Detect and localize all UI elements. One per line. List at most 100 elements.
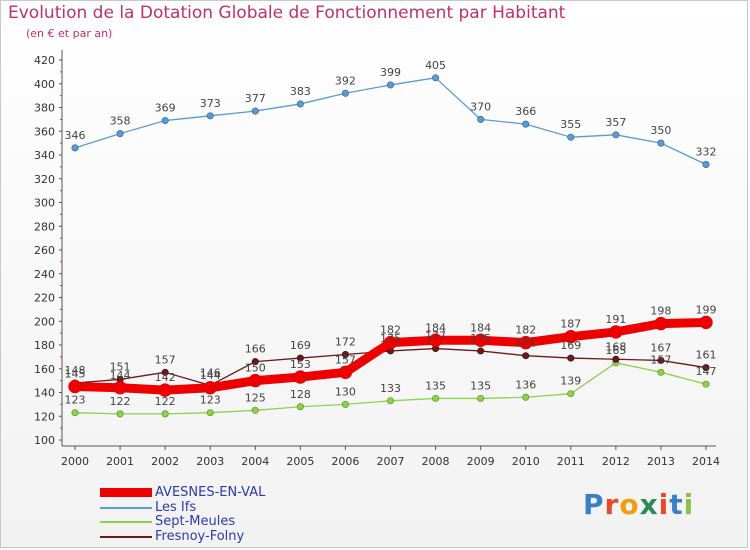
data-label: 157 — [335, 353, 356, 366]
legend-label-avesnes: AVESNES-EN-VAL — [155, 485, 266, 500]
data-point — [477, 115, 485, 123]
y-tick-label: 420 — [34, 54, 55, 67]
data-label: 198 — [650, 305, 671, 318]
data-point — [567, 354, 575, 362]
logo-letter: i — [683, 488, 695, 521]
data-label: 175 — [380, 332, 401, 345]
data-point — [341, 400, 349, 408]
data-label: 199 — [696, 303, 717, 316]
data-label: 392 — [335, 74, 356, 87]
data-label: 357 — [605, 116, 626, 129]
data-point — [116, 410, 124, 418]
data-point — [477, 394, 485, 402]
data-label: 123 — [200, 394, 221, 407]
data-point — [702, 364, 710, 372]
data-point — [341, 350, 349, 358]
logo-letter: x — [639, 488, 659, 521]
x-tick-label: 2009 — [467, 455, 495, 468]
data-point — [296, 403, 304, 411]
data-point — [612, 355, 620, 363]
data-label: 182 — [515, 324, 536, 337]
data-point — [609, 325, 623, 339]
x-tick-label: 2011 — [557, 455, 585, 468]
logo-letter: r — [604, 488, 620, 521]
y-tick-label: 260 — [34, 244, 55, 257]
data-label: 135 — [470, 379, 491, 392]
data-label: 399 — [380, 66, 401, 79]
data-label: 136 — [515, 378, 536, 391]
data-label: 350 — [650, 124, 671, 137]
data-point — [699, 315, 713, 330]
data-label: 366 — [515, 105, 536, 118]
legend-swatch-fresnoy-folny — [100, 535, 152, 538]
data-point — [612, 131, 620, 139]
data-point — [296, 100, 304, 108]
data-point — [68, 379, 82, 394]
data-label: 377 — [245, 92, 266, 105]
data-label: 167 — [650, 341, 671, 354]
data-label: 171 — [515, 337, 536, 350]
data-point — [654, 316, 668, 331]
data-point — [473, 333, 488, 347]
legend-swatch-avesnes — [100, 488, 152, 497]
data-point — [567, 390, 575, 398]
y-tick-label: 220 — [34, 292, 55, 305]
legend-label-les-ifs: Les Ifs — [155, 499, 197, 515]
data-label: 358 — [110, 115, 131, 128]
data-point — [428, 333, 443, 347]
y-tick-label: 140 — [34, 387, 55, 400]
data-label: 369 — [155, 102, 176, 115]
logo-letter: o — [619, 488, 640, 521]
data-point — [251, 358, 259, 366]
data-label: 144 — [200, 369, 221, 382]
data-label: 122 — [110, 395, 131, 408]
data-point — [432, 74, 440, 82]
data-label: 346 — [65, 129, 86, 142]
y-tick-label: 240 — [34, 268, 55, 281]
logo-letter: P — [583, 488, 605, 521]
data-label: 191 — [605, 313, 626, 326]
data-point — [206, 112, 214, 120]
data-label: 184 — [470, 321, 491, 334]
data-point — [161, 368, 169, 376]
legend-label-fresnoy-folny: Fresnoy-Folny — [155, 528, 245, 544]
data-point — [432, 394, 440, 402]
data-label: 142 — [155, 371, 176, 384]
x-tick-label: 2002 — [151, 455, 179, 468]
data-label: 383 — [290, 85, 311, 98]
data-label: 153 — [290, 358, 311, 371]
data-label: 168 — [605, 340, 626, 353]
x-tick-label: 2010 — [512, 455, 540, 468]
y-tick-label: 300 — [34, 197, 55, 210]
data-label: 128 — [290, 388, 311, 401]
x-tick-label: 2008 — [422, 455, 450, 468]
y-tick-label: 320 — [34, 173, 55, 186]
data-label: 182 — [380, 324, 401, 337]
data-point — [386, 81, 394, 89]
data-label: 177 — [425, 330, 446, 343]
x-tick-label: 2001 — [106, 455, 134, 468]
data-point — [116, 130, 124, 138]
data-point — [341, 89, 349, 97]
data-point — [206, 409, 214, 417]
data-label: 139 — [560, 375, 581, 388]
data-point — [71, 144, 79, 152]
data-label: 157 — [650, 353, 671, 366]
y-tick-label: 380 — [34, 102, 55, 115]
data-point — [158, 383, 172, 397]
x-tick-label: 2012 — [602, 455, 630, 468]
data-point — [518, 335, 533, 350]
data-label: 151 — [110, 360, 131, 373]
chart-subtitle: (en € et par an) — [26, 27, 113, 40]
data-label: 150 — [245, 362, 266, 375]
data-point — [248, 373, 263, 388]
data-point — [702, 161, 710, 169]
data-point — [567, 133, 575, 141]
data-label: 175 — [470, 332, 491, 345]
data-point — [251, 406, 259, 414]
data-label: 332 — [696, 146, 717, 159]
data-label: 187 — [560, 318, 581, 331]
data-label: 147 — [696, 365, 717, 378]
data-label: 169 — [560, 339, 581, 352]
